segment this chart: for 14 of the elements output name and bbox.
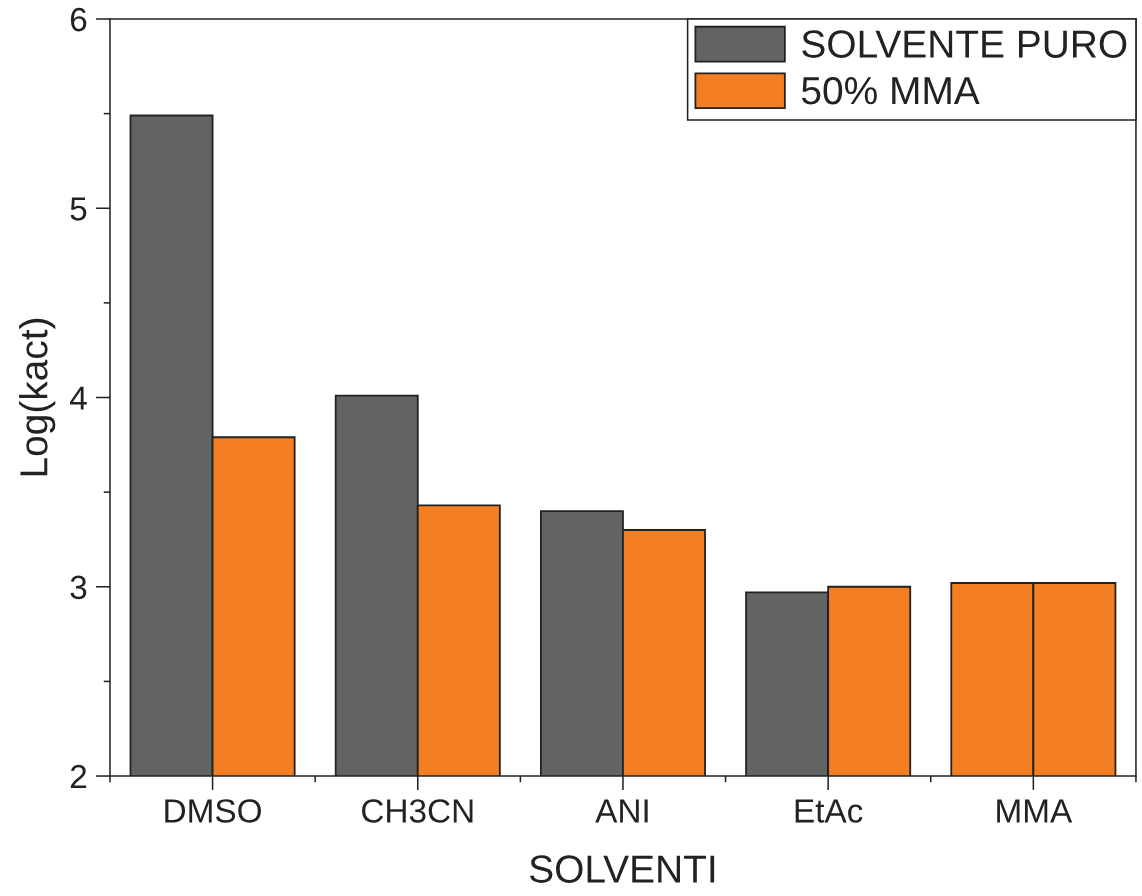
y-tick-label: 5 [70, 197, 87, 221]
legend-label: SOLVENTE PURO [802, 30, 1127, 58]
x-tick-label: CH3CN [362, 799, 473, 823]
x-axis-title: SOLVENTI [530, 855, 715, 883]
x-tick-label: MMA [997, 799, 1073, 823]
x-tick-label: DMSO [165, 799, 261, 823]
legend-label: 50% MMA [801, 76, 980, 105]
y-axis-title: Log(kact) [19, 318, 56, 476]
y-tick-label: 2 [70, 764, 87, 789]
y-tick-label: 6 [70, 7, 87, 32]
y-tick-label: 3 [70, 575, 87, 600]
y-tick-label: 4 [69, 386, 87, 410]
x-tick-label: ANI [595, 799, 648, 823]
x-tick-label: EtAc [795, 799, 863, 823]
